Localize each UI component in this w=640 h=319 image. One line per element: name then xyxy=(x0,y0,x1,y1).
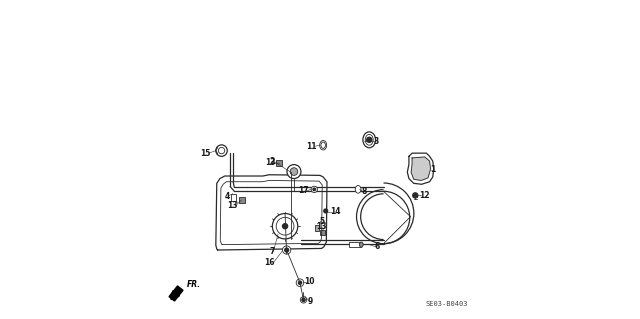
Circle shape xyxy=(276,217,294,235)
Text: 2: 2 xyxy=(269,157,275,166)
Ellipse shape xyxy=(360,242,363,247)
Text: SE03-B0403: SE03-B0403 xyxy=(426,301,468,307)
Circle shape xyxy=(298,281,301,284)
Circle shape xyxy=(216,145,227,156)
Bar xyxy=(320,230,325,235)
Text: 14: 14 xyxy=(330,207,340,216)
Text: 13: 13 xyxy=(265,158,276,167)
Text: 3: 3 xyxy=(373,137,379,145)
Text: 5: 5 xyxy=(319,217,324,226)
Text: 13: 13 xyxy=(227,201,237,210)
Text: 1: 1 xyxy=(431,165,436,174)
Text: 15: 15 xyxy=(200,149,211,158)
Bar xyxy=(231,195,236,201)
Text: 16: 16 xyxy=(264,258,275,267)
Bar xyxy=(349,242,362,247)
Bar xyxy=(276,160,282,166)
Circle shape xyxy=(285,248,289,252)
Ellipse shape xyxy=(321,142,325,148)
Polygon shape xyxy=(407,153,434,184)
Circle shape xyxy=(367,137,372,142)
Text: 8: 8 xyxy=(362,187,367,197)
Ellipse shape xyxy=(320,140,326,150)
Circle shape xyxy=(311,186,317,193)
Text: 11: 11 xyxy=(307,142,317,151)
Ellipse shape xyxy=(363,132,376,148)
Circle shape xyxy=(313,188,316,191)
Text: FR.: FR. xyxy=(187,280,201,289)
Bar xyxy=(239,197,245,203)
Text: 4: 4 xyxy=(224,191,230,201)
Circle shape xyxy=(218,147,225,154)
Circle shape xyxy=(413,193,418,198)
Ellipse shape xyxy=(355,186,361,193)
Circle shape xyxy=(302,298,305,301)
Ellipse shape xyxy=(365,134,373,145)
Text: 9: 9 xyxy=(308,297,313,306)
Text: 6: 6 xyxy=(374,242,380,251)
Polygon shape xyxy=(411,157,431,181)
Circle shape xyxy=(282,224,287,229)
Text: 10: 10 xyxy=(304,277,315,286)
Text: 13: 13 xyxy=(317,222,327,231)
Text: 12: 12 xyxy=(419,190,429,200)
Circle shape xyxy=(324,209,328,213)
Text: 7: 7 xyxy=(269,247,275,256)
Circle shape xyxy=(273,213,298,239)
Circle shape xyxy=(300,297,307,303)
Bar xyxy=(315,225,319,231)
Polygon shape xyxy=(216,175,327,250)
Circle shape xyxy=(290,168,298,175)
Polygon shape xyxy=(220,181,322,245)
Text: 17: 17 xyxy=(298,186,309,195)
FancyArrow shape xyxy=(169,286,183,301)
Circle shape xyxy=(282,246,291,254)
Circle shape xyxy=(287,165,301,179)
Circle shape xyxy=(296,279,304,286)
